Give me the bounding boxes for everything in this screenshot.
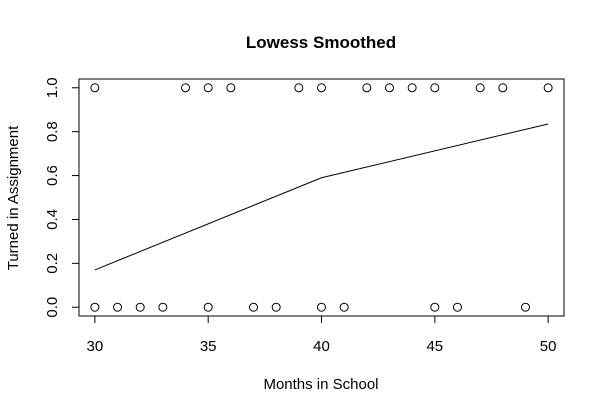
y-tick-label: 1.0 <box>44 77 61 98</box>
data-point <box>317 302 326 312</box>
y-tick-label: 0.0 <box>44 297 61 318</box>
data-point <box>339 302 349 312</box>
y-tick-label: 0.4 <box>44 209 61 230</box>
data-point <box>113 302 123 312</box>
data-point <box>430 302 440 312</box>
data-point <box>203 83 213 93</box>
x-axis-label: Months in School <box>263 376 378 393</box>
data-point <box>249 302 259 312</box>
x-tick-label: 30 <box>87 338 104 355</box>
data-point <box>520 302 530 312</box>
plot-frame <box>78 78 565 317</box>
x-tick-label: 45 <box>426 338 443 355</box>
data-point <box>452 302 462 312</box>
data-point <box>317 83 326 93</box>
y-axis-label: Turned in Assignment <box>5 125 22 270</box>
data-point <box>362 83 372 93</box>
plot-area: 30 35 40 45 50 0.0 0.2 0.4 0.6 0.8 1.0 <box>44 77 565 355</box>
data-point <box>90 83 100 93</box>
lowess-line <box>94 123 549 271</box>
x-tick-label: 35 <box>200 338 217 355</box>
data-point <box>135 302 145 312</box>
data-point <box>226 83 236 93</box>
y-tick-label: 0.6 <box>44 165 61 186</box>
data-point <box>181 83 191 93</box>
data-point <box>543 83 553 93</box>
data-point <box>90 302 100 312</box>
data-point <box>498 83 508 93</box>
y-tick-label: 0.8 <box>44 121 61 142</box>
data-point <box>384 83 394 93</box>
x-tick-label: 50 <box>540 338 557 355</box>
data-point <box>294 83 304 93</box>
y-tick-label: 0.2 <box>44 253 61 274</box>
data-point <box>430 83 440 93</box>
data-point <box>203 302 213 312</box>
x-tick-label: 40 <box>313 338 330 355</box>
data-point <box>407 83 417 93</box>
data-point <box>271 302 281 312</box>
data-point <box>475 83 485 93</box>
chart-title: Lowess Smoothed <box>246 33 396 52</box>
data-point <box>158 302 168 312</box>
